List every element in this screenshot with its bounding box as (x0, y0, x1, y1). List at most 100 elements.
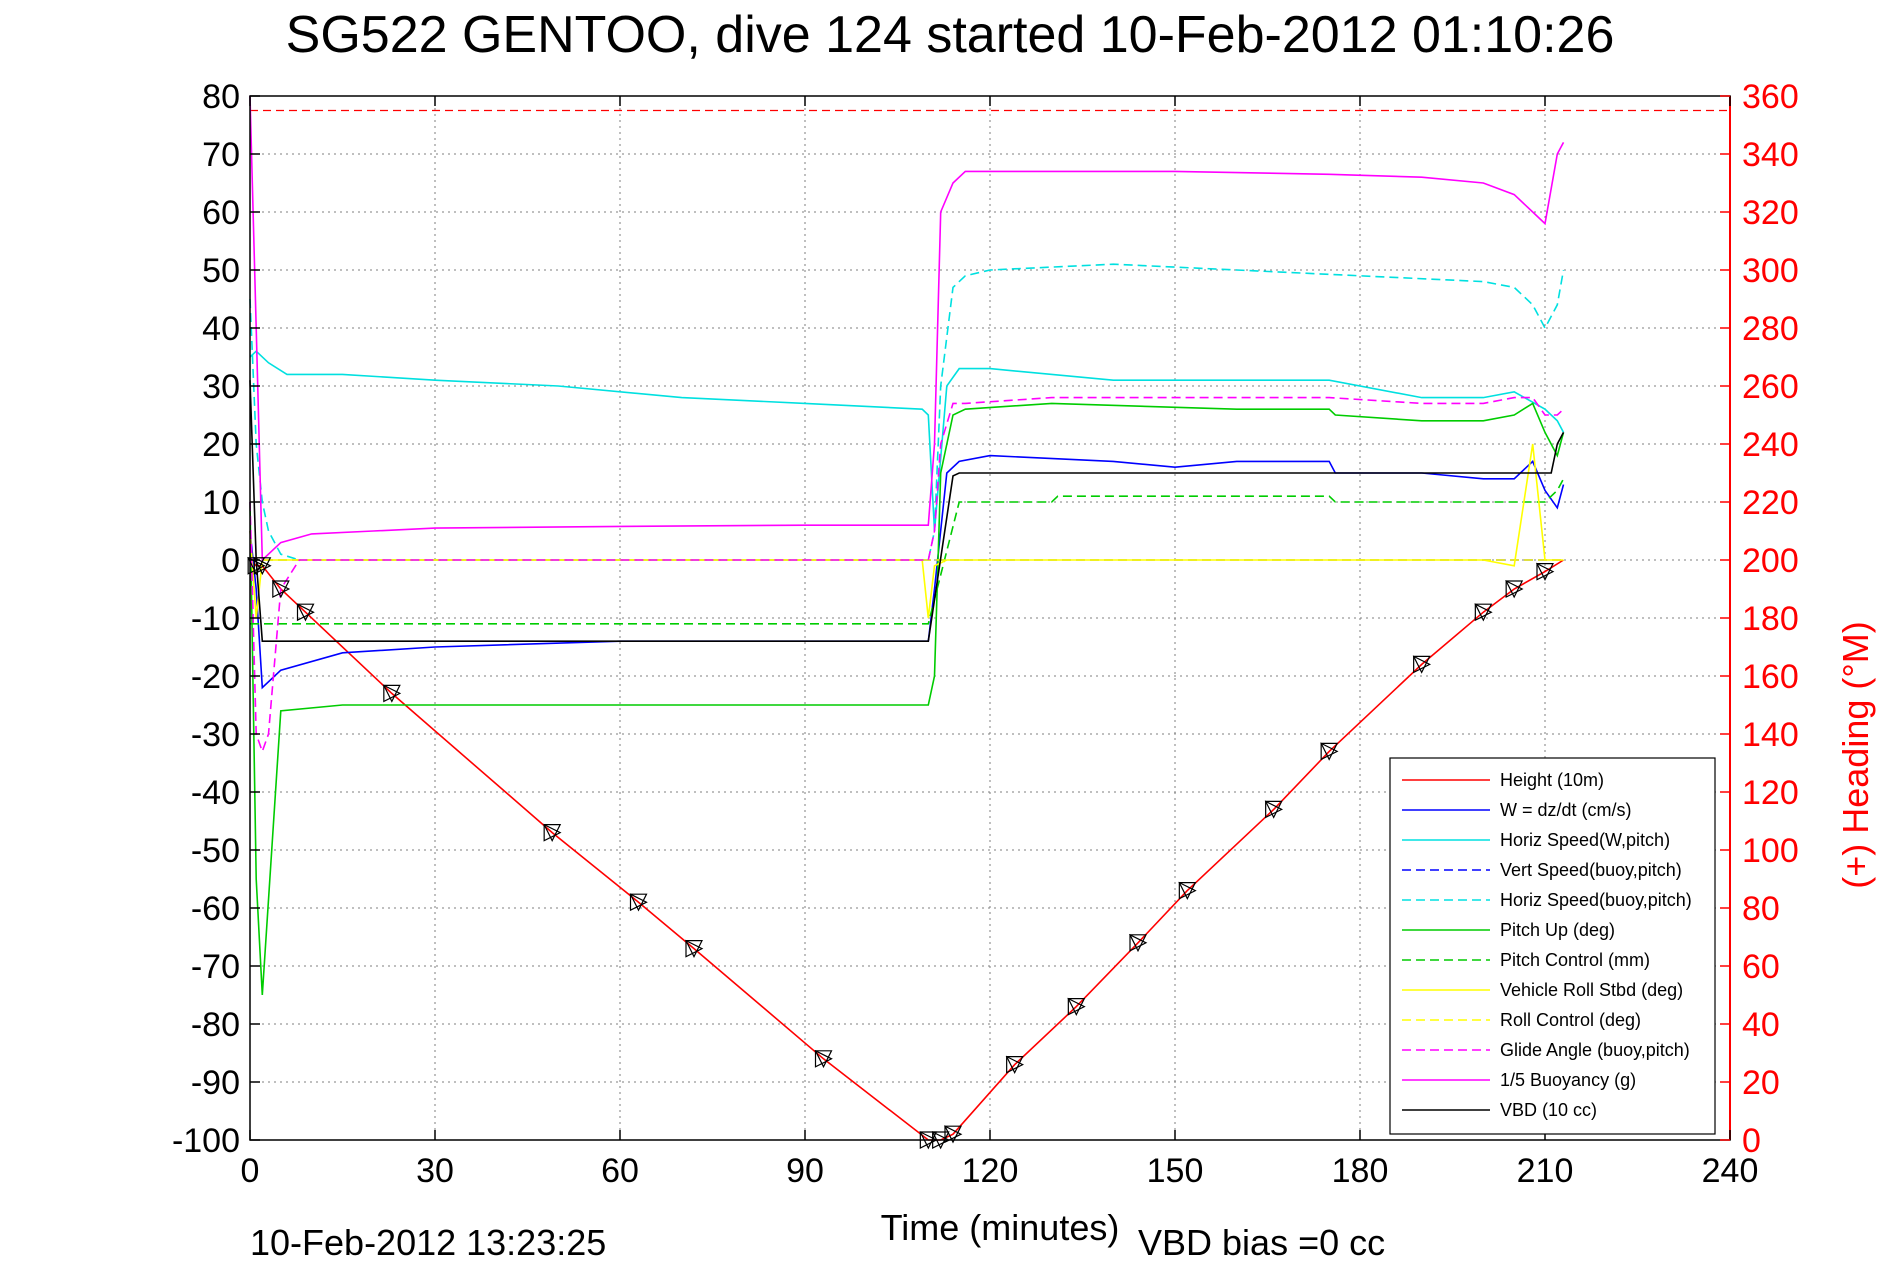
series-line-7 (249, 443, 1564, 619)
right-y-tick-label: 280 (1742, 310, 1799, 348)
x-tick-label: 120 (962, 1152, 1019, 1190)
height-marker (685, 940, 703, 958)
series-line-2 (249, 350, 1565, 532)
y-tick-label: -40 (191, 774, 240, 812)
x-tick-label: 150 (1147, 1152, 1204, 1190)
y-tick-label: -80 (191, 1006, 240, 1044)
chart-title: SG522 GENTOO, dive 124 started 10-Feb-20… (286, 6, 1615, 64)
right-y-tick-label: 200 (1742, 542, 1799, 580)
right-y-tick-label: 0 (1742, 1122, 1761, 1160)
grid (250, 96, 1730, 1140)
legend: Height (10m) W = dz/dt (cm/s) Horiz Speed(… (1389, 757, 1716, 1135)
series-line-10 (249, 95, 1565, 562)
series-line-0 (249, 559, 1564, 1141)
height-marker (1006, 1055, 1025, 1074)
height-marker (1412, 655, 1431, 674)
right-y-tick-label: 140 (1742, 716, 1799, 754)
y-tick-label: 50 (202, 252, 240, 290)
height-marker (1067, 998, 1086, 1016)
right-y-tick-label: 360 (1742, 78, 1799, 116)
x-tick-label: 30 (416, 1152, 454, 1190)
height-marker (1265, 800, 1284, 819)
height-marker (1129, 934, 1147, 953)
legend-entry: Pitch Control (mm) (1500, 950, 1650, 970)
height-marker (296, 603, 315, 622)
y-tick-label: 60 (202, 194, 240, 232)
right-y-tick-label: 100 (1742, 832, 1799, 870)
height-marker (629, 893, 648, 912)
right-y-tick-label: 320 (1742, 194, 1799, 232)
x-tick-label: 0 (241, 1152, 260, 1190)
footer-vbd-bias: VBD bias =0 cc (1138, 1222, 1385, 1262)
height-marker (382, 684, 401, 703)
series-line-5 (249, 402, 1565, 996)
height-marker (814, 1050, 833, 1069)
legend-entry: Height (10m) (1500, 770, 1604, 790)
height-marker (1129, 933, 1148, 952)
height-marker (1474, 603, 1493, 622)
height-marker (1536, 563, 1554, 581)
right-y-tick-label: 60 (1742, 948, 1780, 986)
height-marker (685, 939, 704, 958)
y-tick-label: -50 (191, 832, 240, 870)
height-marker (543, 824, 562, 842)
x-tick-label: 180 (1332, 1152, 1389, 1190)
legend-entry: 1/5 Buoyancy (g) (1500, 1070, 1636, 1090)
height-marker (1320, 742, 1339, 761)
legend-box (1389, 757, 1716, 1135)
series-line-11 (249, 380, 1565, 643)
height-marker (1005, 1056, 1024, 1074)
legend-entry: Glide Angle (buoy,pitch) (1500, 1040, 1690, 1060)
height-marker (629, 893, 648, 912)
y-tick-label: -10 (191, 600, 240, 638)
x-tick-label: 240 (1702, 1152, 1759, 1190)
y-tick-label: 0 (221, 542, 240, 580)
height-marker (1505, 580, 1524, 598)
x-tick-label: 60 (601, 1152, 639, 1190)
right-y-tick-label: 260 (1742, 368, 1799, 406)
y-tick-label: -90 (191, 1064, 240, 1102)
right-y-tick-label: 80 (1742, 890, 1780, 928)
right-y-tick-label: 180 (1742, 600, 1799, 638)
footer-timestamp: 10-Feb-2012 13:23:25 (250, 1222, 606, 1262)
height-marker (271, 580, 290, 599)
y-tick-label: 70 (202, 136, 240, 174)
height-marker (1536, 562, 1555, 581)
right-y-tick-label: 120 (1742, 774, 1799, 812)
y-tick-label: 10 (202, 484, 240, 522)
height-marker (814, 1049, 833, 1068)
height-marker (253, 556, 272, 575)
right-y-tick-label: 300 (1742, 252, 1799, 290)
x-tick-label: 210 (1517, 1152, 1574, 1190)
y-tick-label: 80 (202, 78, 240, 116)
right-y-tick-label: 160 (1742, 658, 1799, 696)
height-marker (1178, 881, 1197, 900)
series-line-6 (250, 478, 1565, 625)
right-y-axis-label: (+) Heading (°M) (1835, 621, 1876, 888)
right-y-tick-label: 40 (1742, 1006, 1780, 1044)
legend-entry: Horiz Speed(buoy,pitch) (1500, 890, 1692, 910)
series-line-9 (249, 396, 1565, 754)
right-y-tick-label: 340 (1742, 136, 1799, 174)
y-tick-label: 30 (202, 368, 240, 406)
height-marker (1178, 882, 1197, 900)
y-tick-label: -60 (191, 890, 240, 928)
axes: 0 30 60 90 120 150 180 210 24080706050403020100-… (172, 78, 1799, 1190)
x-axis-label: Time (minutes) (881, 1207, 1120, 1248)
height-marker (253, 557, 272, 576)
height-marker (944, 1125, 963, 1144)
legend-entry: VBD (10 cc) (1500, 1100, 1597, 1120)
height-marker (272, 580, 291, 598)
y-tick-label: 40 (202, 310, 240, 348)
right-y-tick-label: 20 (1742, 1064, 1780, 1102)
x-tick-label: 90 (786, 1152, 824, 1190)
right-y-tick-label: 240 (1742, 426, 1799, 464)
legend-entry: Roll Control (deg) (1500, 1010, 1641, 1030)
legend-entry: W = dz/dt (cm/s) (1500, 800, 1632, 820)
height-marker (944, 1125, 962, 1144)
legend-entry: Vehicle Roll Stbd (deg) (1500, 980, 1683, 1000)
series-line-1 (249, 454, 1565, 690)
y-tick-label: -100 (172, 1122, 240, 1160)
height-marker (1264, 800, 1283, 819)
